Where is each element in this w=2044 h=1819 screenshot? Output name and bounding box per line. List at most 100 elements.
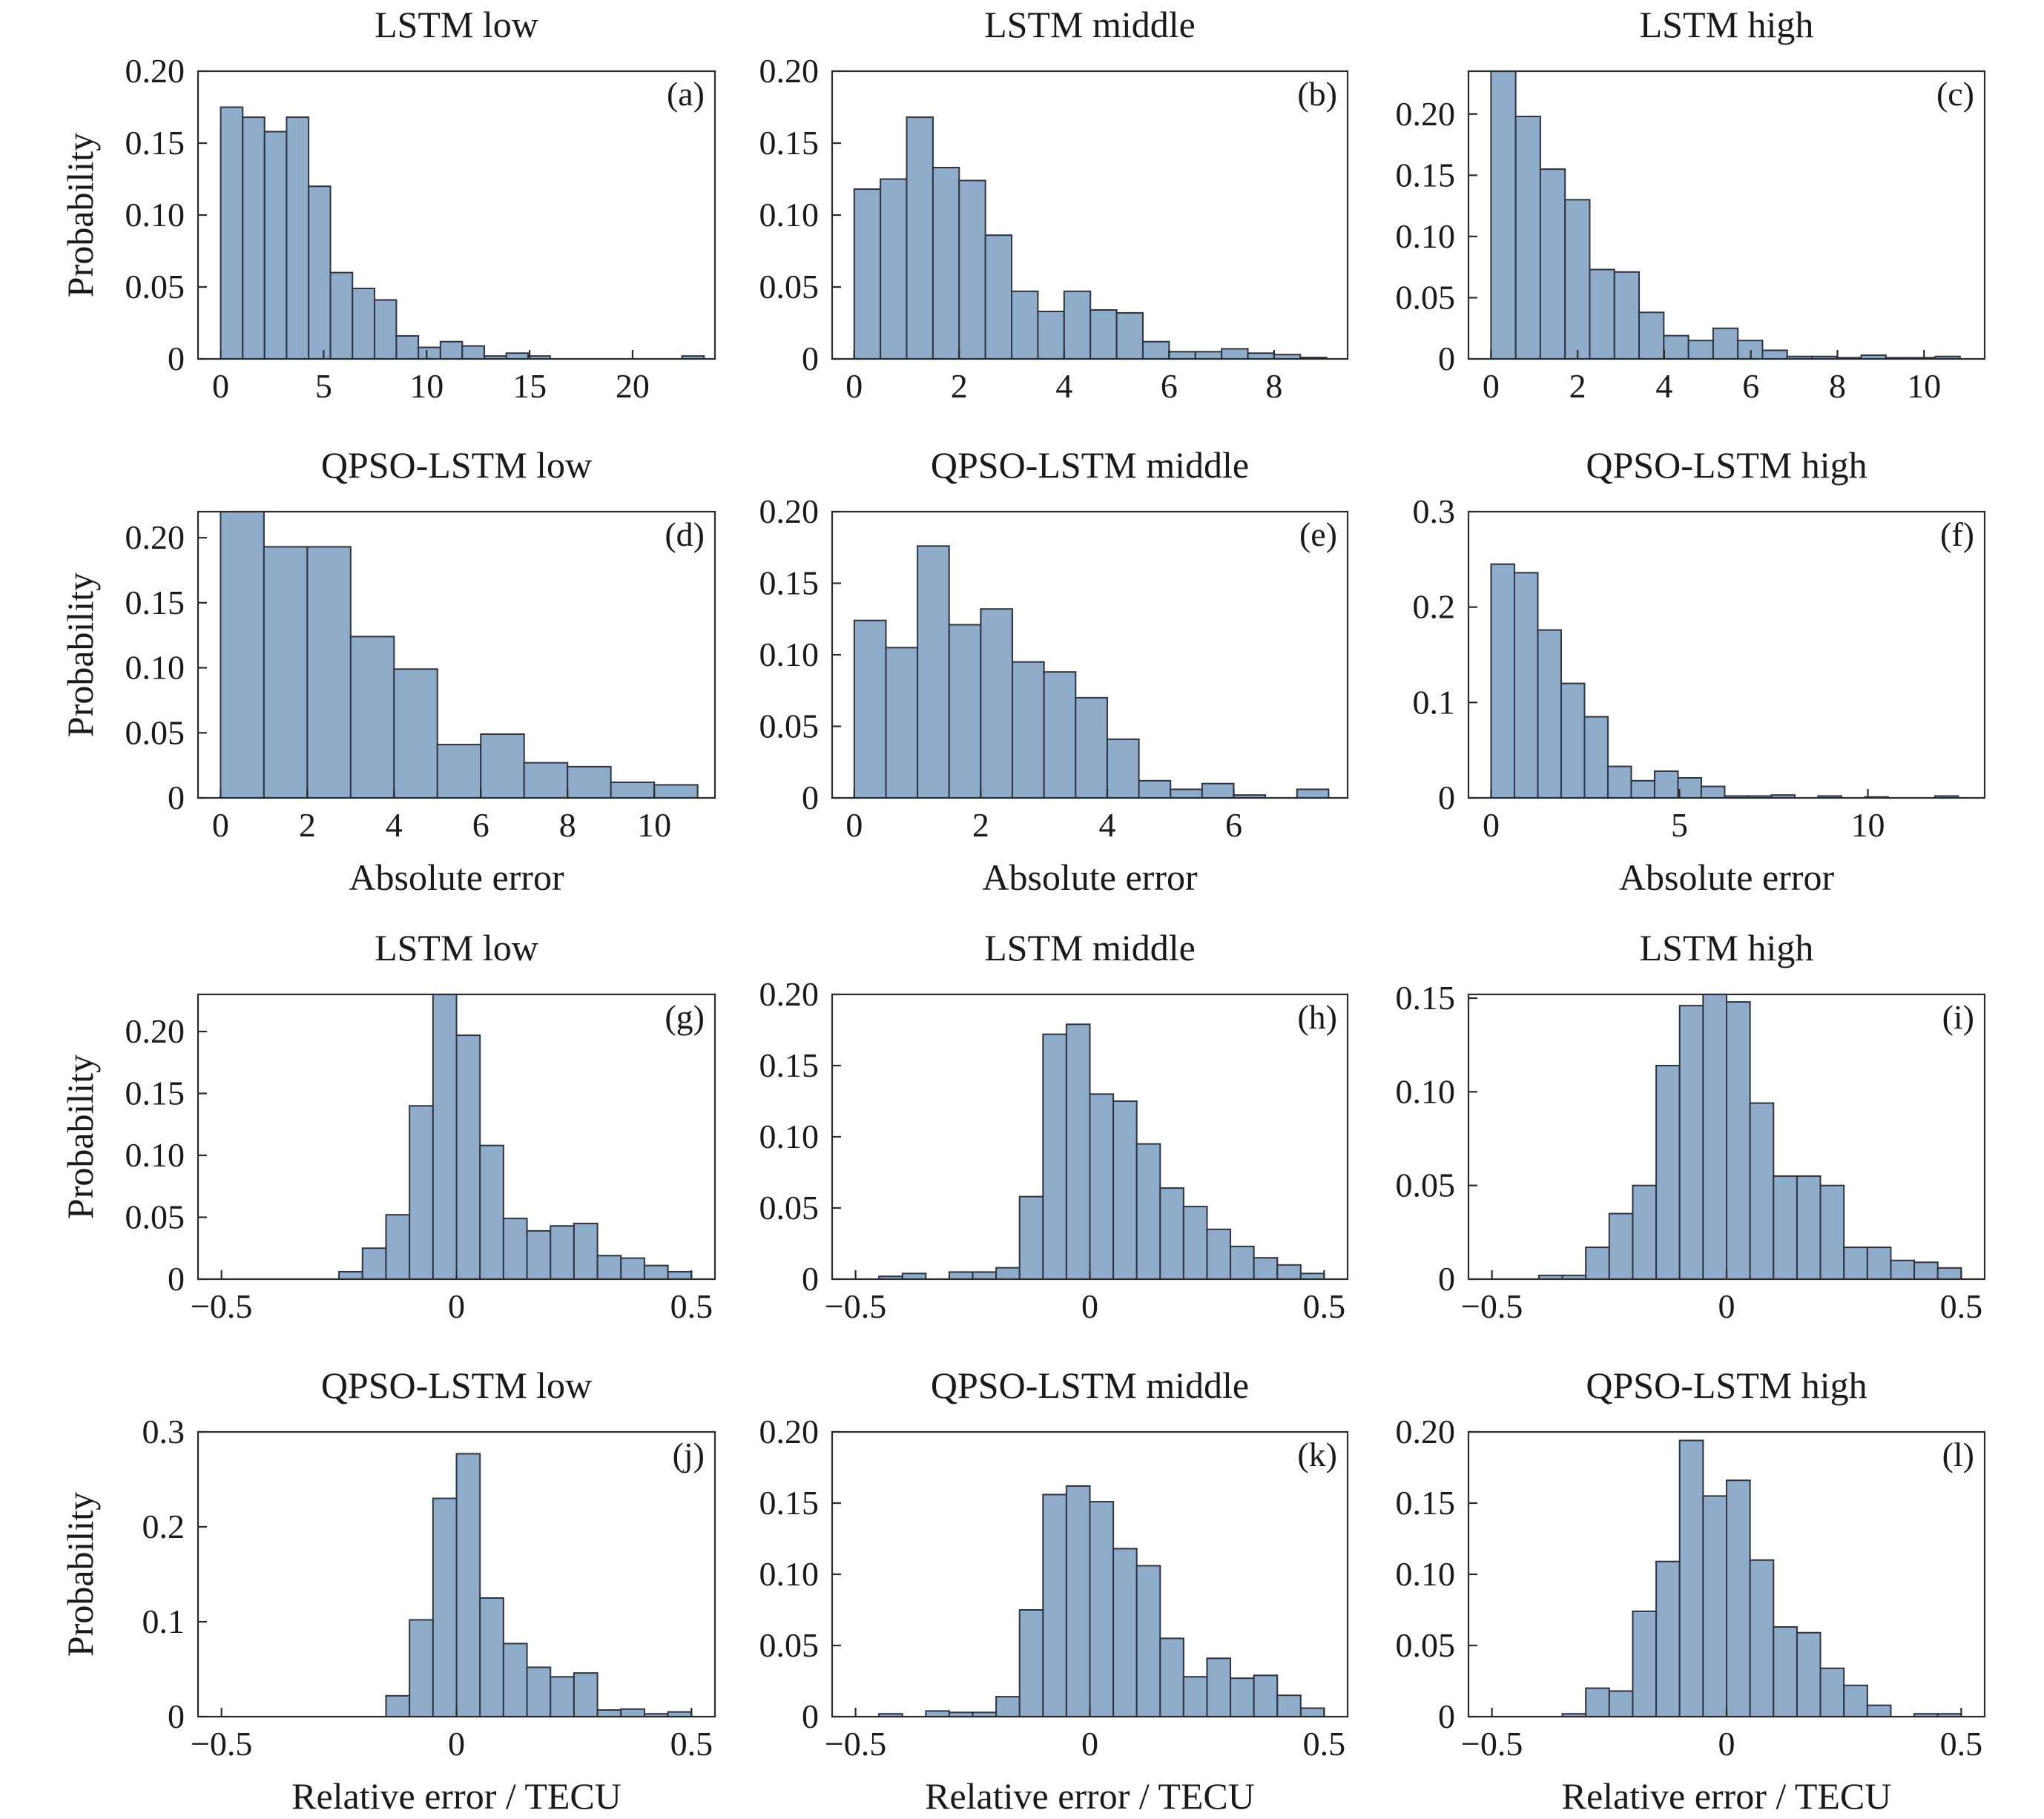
y-tick-label: 0.20: [1396, 95, 1456, 133]
histogram-bar: [1075, 696, 1108, 799]
histogram-bar: [1655, 1065, 1681, 1280]
x-tick-label: 0: [212, 806, 229, 844]
histogram-bar: [461, 345, 485, 360]
histogram-bar: [1138, 779, 1172, 799]
y-tick-label: 0.10: [759, 196, 820, 234]
axes-frame: [197, 510, 716, 799]
y-tick-label: 0.05: [759, 707, 820, 745]
histogram-bar: [1043, 671, 1077, 799]
histogram-bar: [432, 994, 458, 1280]
axes-frame: [1467, 70, 1986, 360]
x-tick-label: 0: [212, 367, 229, 405]
panel-c: 0 2 4 6 8 10 0 0.05 0.10 0.15 0.20 LSTM high (c): [1396, 4, 1986, 405]
histogram-bar: [1796, 1175, 1822, 1281]
histogram-bar: [1253, 1674, 1279, 1718]
y-tick-label: 0: [1438, 1697, 1455, 1735]
x-tick-label: −0.5: [191, 1287, 252, 1325]
histogram-bar: [1606, 765, 1632, 799]
histogram-bar: [596, 1255, 622, 1281]
y-tick-label: 0.3: [142, 1413, 185, 1450]
panel-letter: (c): [1936, 75, 1974, 113]
histogram-bar: [995, 1696, 1021, 1718]
x-tick-label: 10: [637, 806, 671, 844]
histogram-bar: [418, 346, 441, 360]
histogram-bar: [1632, 1610, 1658, 1717]
x-tick-label: 8: [1829, 367, 1846, 405]
panel-title: LSTM high: [1640, 927, 1814, 968]
x-tick-label: 0.5: [1303, 1725, 1346, 1763]
histogram-bar: [242, 116, 266, 360]
panel-letter: (e): [1299, 515, 1337, 553]
x-tick-label: 6: [1225, 806, 1242, 844]
histogram-bar: [1655, 1560, 1681, 1717]
histogram-bar: [1490, 70, 1517, 360]
histogram-bar: [917, 545, 950, 799]
y-tick-label: 0.20: [1396, 1413, 1456, 1450]
x-tick-label: 5: [315, 367, 332, 405]
x-tick-label: 4: [1655, 367, 1672, 405]
y-tick-label: 0.05: [759, 268, 820, 306]
y-tick-label: 0.2: [1413, 588, 1456, 626]
histogram-bar: [1182, 1206, 1208, 1280]
x-tick-label: 8: [559, 806, 576, 844]
histogram-bar: [361, 1247, 387, 1281]
x-axis-label: Absolute error: [1619, 856, 1835, 898]
histogram-bar: [1726, 1479, 1751, 1718]
histogram-bar: [1702, 994, 1728, 1280]
histogram-bar: [853, 188, 882, 360]
histogram-bar: [1115, 311, 1144, 360]
panel-e: 0 2 4 6 0 0.05 0.10 0.15 0.20 QPSO-LSTM middle (e)…: [759, 444, 1349, 898]
panel-title: LSTM low: [375, 927, 538, 968]
panel-title: LSTM low: [375, 4, 538, 45]
histogram-bar: [395, 334, 420, 360]
histogram-bar: [385, 1214, 411, 1281]
histogram-bar: [439, 340, 464, 360]
histogram-bar: [620, 1257, 645, 1280]
histogram-bar: [932, 166, 960, 360]
x-tick-label: 2: [972, 806, 989, 844]
histogram-bar: [409, 1105, 434, 1281]
x-tick-label: 4: [1055, 367, 1072, 405]
y-tick-label: 0.20: [759, 1413, 820, 1450]
histogram-bar: [479, 1597, 504, 1717]
y-tick-label: 0: [1438, 779, 1455, 816]
histogram-bar: [526, 1666, 552, 1717]
panel-letter: (a): [667, 75, 705, 113]
panel-letter: (b): [1297, 75, 1337, 113]
histogram-bar: [1761, 349, 1788, 360]
histogram-bar: [1700, 785, 1726, 799]
histogram-bar: [1065, 1023, 1091, 1280]
panel-title: QPSO-LSTM middle: [931, 444, 1249, 486]
y-tick-label: 0.15: [1396, 156, 1456, 194]
y-tick-label: 0.15: [759, 124, 820, 162]
y-tick-label: 0.1: [1413, 683, 1456, 721]
histogram-bar: [1490, 563, 1515, 799]
y-tick-label: 0: [168, 340, 185, 377]
histogram-bar: [1537, 629, 1562, 799]
histogram-bar: [610, 781, 656, 799]
y-tick-label: 0: [802, 340, 819, 377]
histogram-bar: [286, 116, 310, 360]
histogram-bar: [1018, 1609, 1044, 1717]
histogram-bar: [1608, 1690, 1634, 1717]
histogram-bar: [220, 106, 244, 360]
histogram-bar: [1042, 1033, 1067, 1280]
x-tick-label: 15: [512, 367, 547, 405]
y-tick-label: 0.1: [142, 1602, 185, 1640]
histogram-bar: [1206, 1228, 1232, 1281]
x-tick-label: 6: [1742, 367, 1759, 405]
x-tick-label: 0.5: [670, 1287, 713, 1325]
histogram-bar: [1613, 271, 1641, 360]
panel-a: 0 5 10 15 20 0 0.05 0.10 0.15 0.20 LSTM low (a) Prob…: [59, 4, 716, 405]
histogram-bar: [523, 762, 569, 799]
histogram-bar: [1678, 1005, 1704, 1281]
panel-title: QPSO-LSTM high: [1586, 1364, 1867, 1406]
y-tick-label: 0.10: [1396, 1072, 1456, 1110]
y-axis-label: Probability: [59, 133, 101, 297]
x-tick-label: −0.5: [1461, 1287, 1523, 1325]
x-tick-label: 8: [1265, 367, 1282, 405]
